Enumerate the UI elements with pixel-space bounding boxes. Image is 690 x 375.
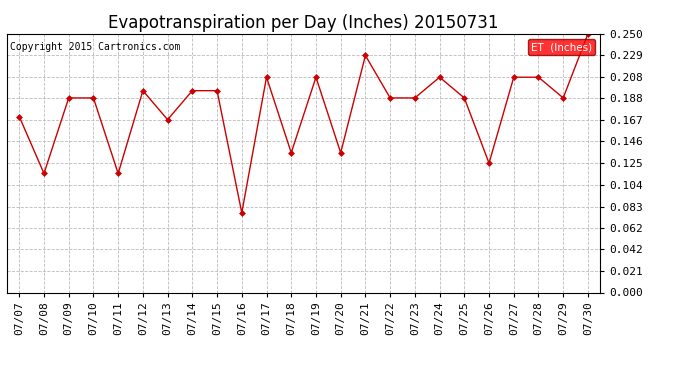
- Legend: ET  (Inches): ET (Inches): [528, 39, 595, 55]
- Title: Evapotranspiration per Day (Inches) 20150731: Evapotranspiration per Day (Inches) 2015…: [108, 14, 499, 32]
- Text: Copyright 2015 Cartronics.com: Copyright 2015 Cartronics.com: [10, 42, 180, 51]
